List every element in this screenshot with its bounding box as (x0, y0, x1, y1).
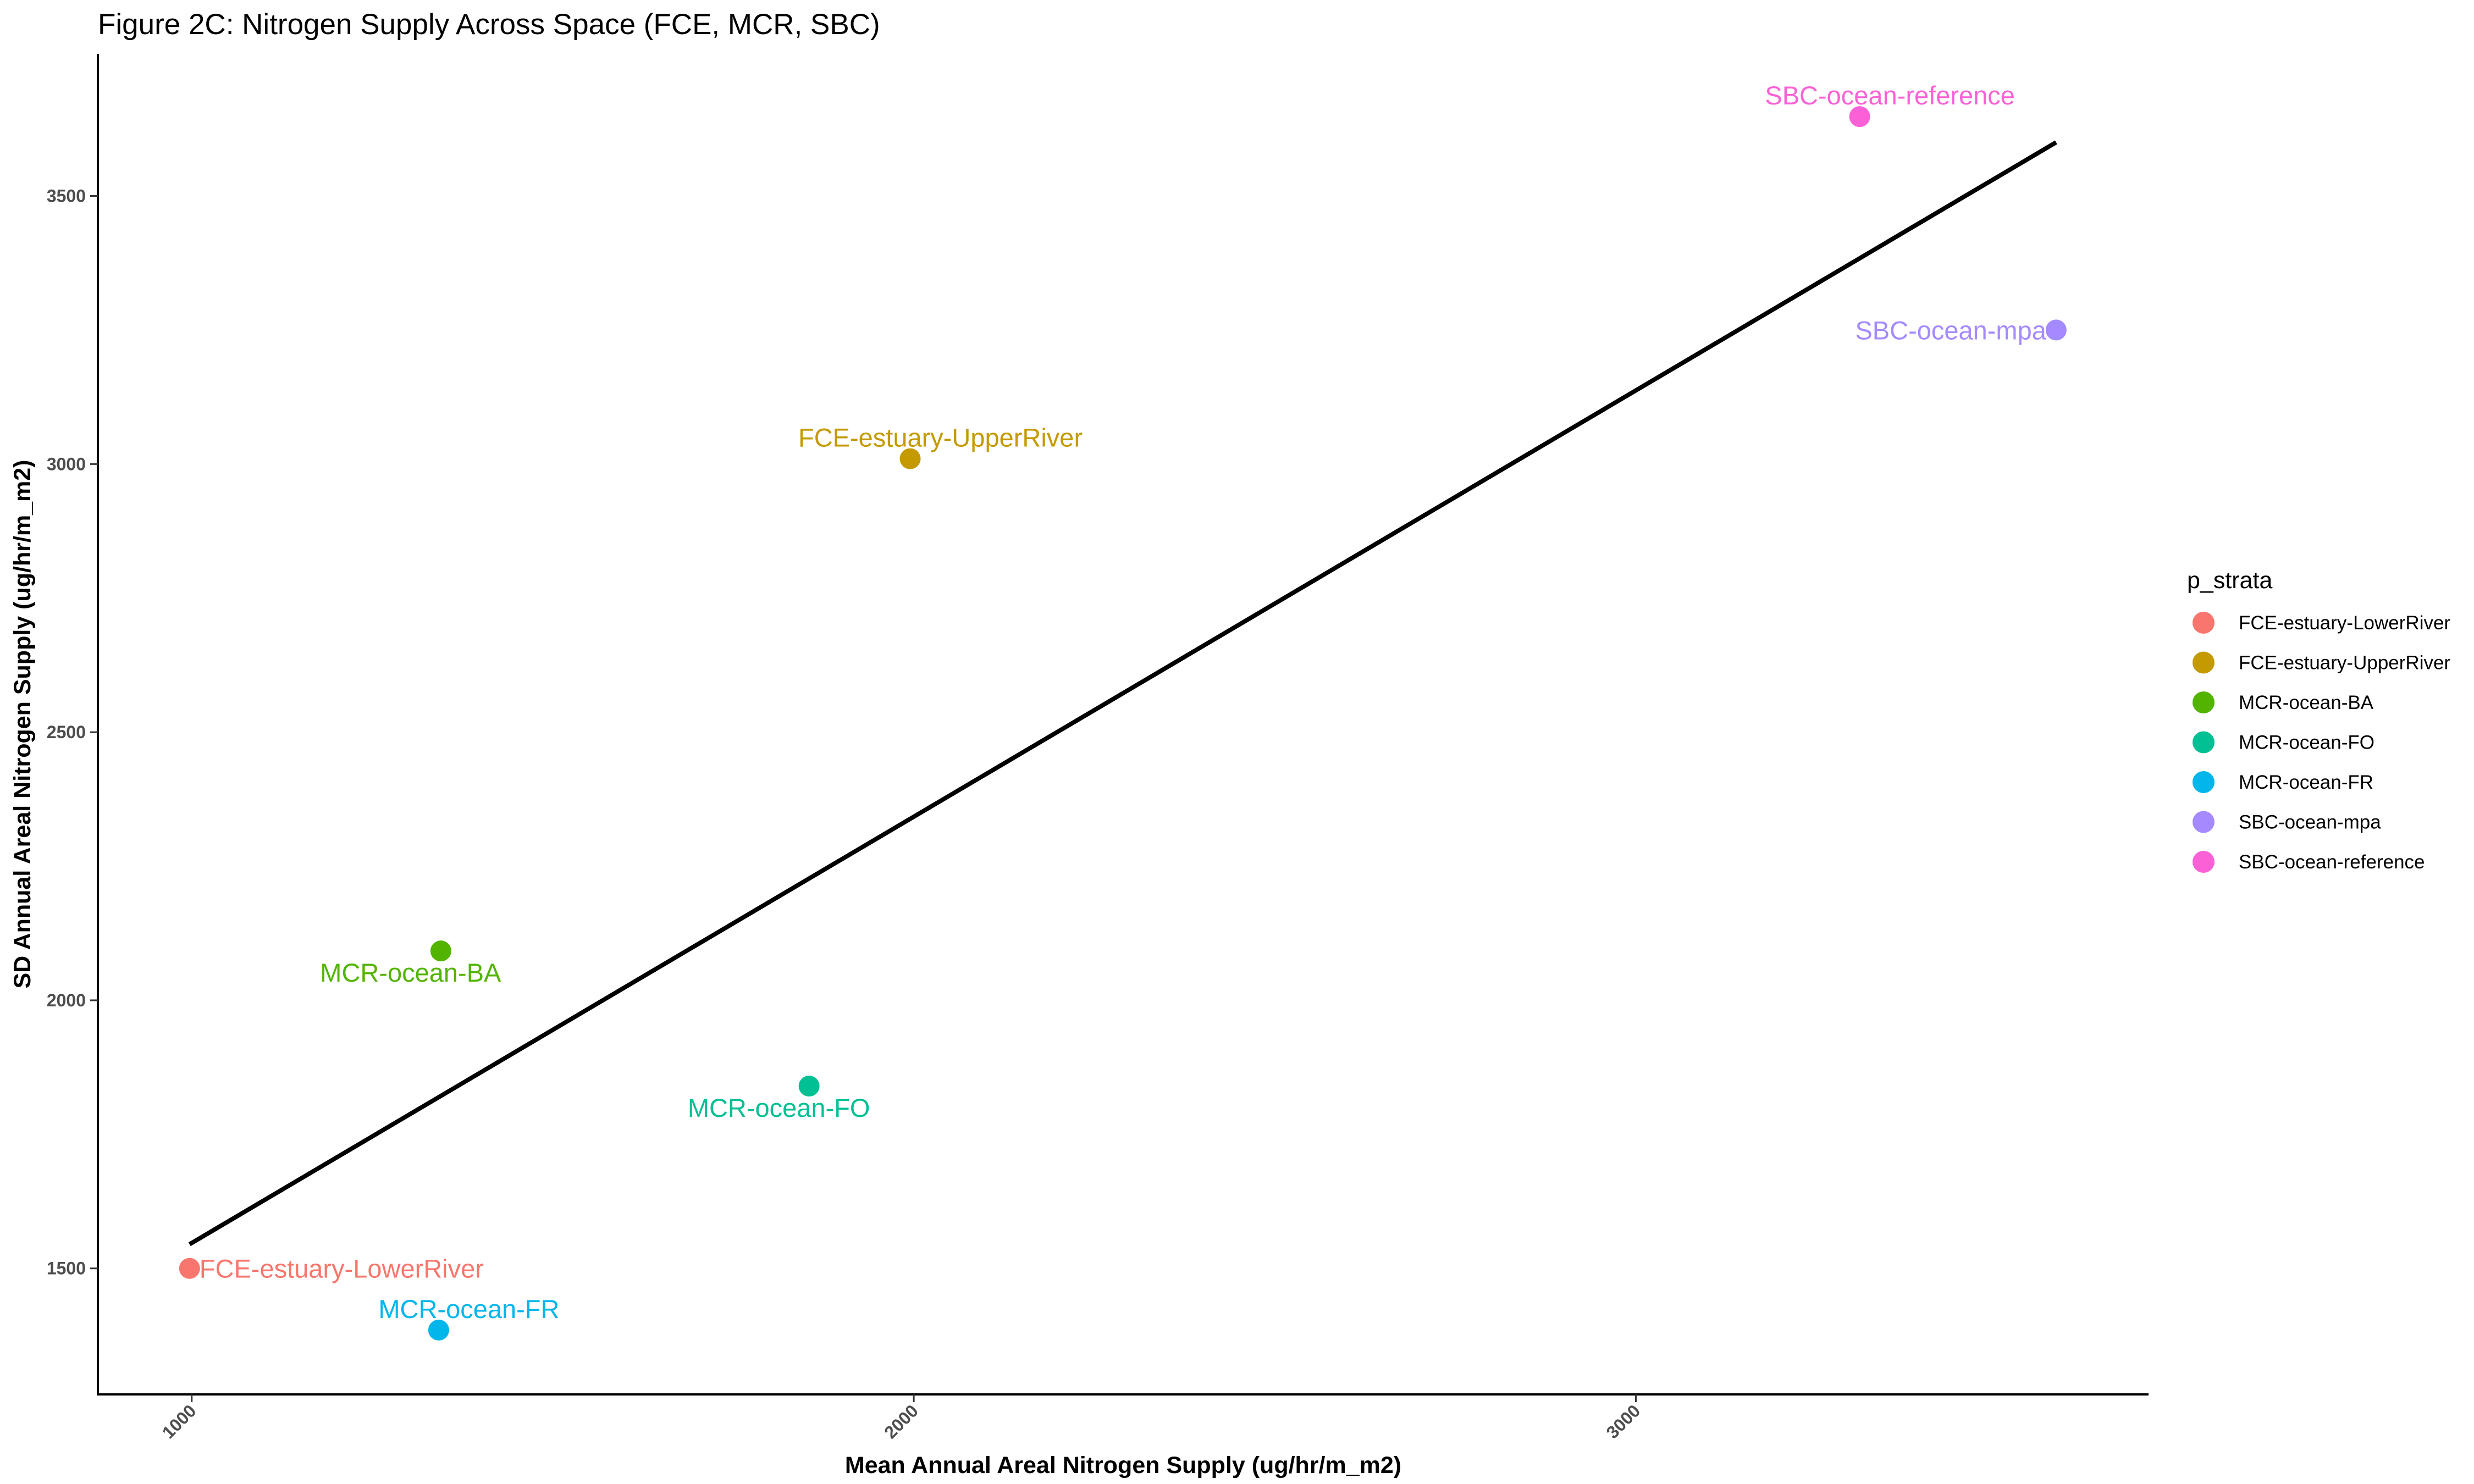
legend-label-2: MCR-ocean-BA (2239, 692, 2374, 713)
chart-title: Figure 2C: Nitrogen Supply Across Space … (98, 8, 880, 41)
legend-label-3: MCR-ocean-FO (2239, 732, 2374, 754)
legend-label-1: FCE-estuary-UpperRiver (2239, 652, 2450, 674)
point-2 (430, 940, 451, 962)
y-tick-label-3: 3000 (47, 454, 86, 474)
y-axis-ticks: 1500 2000 2500 3000 3500 (47, 186, 98, 1278)
point-label-3: MCR-ocean-FO (688, 1093, 870, 1122)
y-axis-title: SD Annual Areal Nitrogen Supply (ug/hr/m… (9, 459, 36, 988)
y-tick-label-4: 3500 (47, 186, 86, 206)
legend-label-0: FCE-estuary-LowerRiver (2239, 612, 2450, 634)
point-label-4: MCR-ocean-FR (378, 1294, 559, 1324)
legend-label-5: SBC-ocean-mpa (2239, 812, 2381, 833)
y-tick-label-0: 1500 (47, 1259, 86, 1278)
point-3 (798, 1076, 820, 1097)
legend-label-4: MCR-ocean-FR (2239, 772, 2373, 793)
point-label-6: SBC-ocean-reference (1765, 81, 2015, 110)
point-label-0: FCE-estuary-LowerRiver (200, 1254, 484, 1283)
legend-key-6 (2193, 851, 2215, 873)
points-layer: FCE-estuary-LowerRiver FCE-estuary-UpperR… (179, 81, 2067, 1341)
trend-line (188, 140, 2057, 1247)
legend: p_strata FCE-estuary-LowerRiverFCE-estua… (2187, 567, 2450, 873)
point-0 (179, 1258, 200, 1279)
point-label-1: FCE-estuary-UpperRiver (798, 423, 1083, 452)
legend-items: FCE-estuary-LowerRiver FCE-estuary-UpperR… (2193, 612, 2450, 873)
legend-key-0 (2193, 612, 2215, 634)
legend-key-3 (2193, 731, 2215, 754)
point-6 (1849, 106, 1870, 128)
legend-label-6: SBC-ocean-reference (2239, 851, 2425, 873)
point-4 (428, 1319, 449, 1341)
trend-layer (188, 140, 2057, 1247)
point-5 (2045, 319, 2067, 341)
legend-key-1 (2193, 651, 2215, 674)
legend-key-4 (2193, 771, 2215, 793)
point-1 (899, 448, 921, 469)
legend-key-2 (2193, 691, 2215, 713)
y-tick-label-1: 2000 (47, 990, 86, 1010)
point-label-5: SBC-ocean-mpa (1855, 315, 2046, 345)
legend-title: p_strata (2187, 567, 2272, 594)
point-label-2: MCR-ocean-BA (320, 958, 501, 987)
x-axis-title: Mean Annual Areal Nitrogen Supply (ug/hr… (845, 1452, 1401, 1479)
y-tick-label-2: 2500 (47, 722, 86, 742)
legend-key-5 (2193, 811, 2215, 833)
